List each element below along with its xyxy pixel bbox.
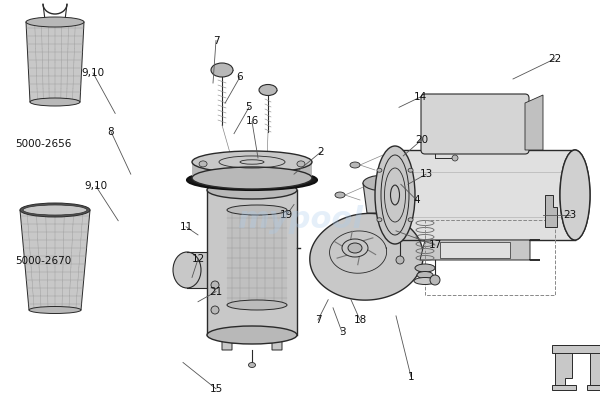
Text: 13: 13 <box>419 169 433 179</box>
Text: 17: 17 <box>428 240 442 250</box>
Polygon shape <box>363 183 407 213</box>
Ellipse shape <box>199 173 305 187</box>
Polygon shape <box>552 345 600 353</box>
Text: 18: 18 <box>353 315 367 325</box>
Ellipse shape <box>560 150 590 240</box>
Text: 3: 3 <box>338 327 346 337</box>
Ellipse shape <box>259 85 277 96</box>
Polygon shape <box>525 95 543 150</box>
Polygon shape <box>222 335 282 350</box>
Ellipse shape <box>377 168 382 172</box>
Ellipse shape <box>199 161 207 167</box>
Ellipse shape <box>30 98 80 106</box>
Polygon shape <box>425 98 525 150</box>
Ellipse shape <box>173 252 201 288</box>
Polygon shape <box>192 162 312 178</box>
Polygon shape <box>20 210 90 310</box>
Polygon shape <box>590 345 600 385</box>
Polygon shape <box>552 385 576 390</box>
Text: 1: 1 <box>407 372 415 382</box>
Text: 22: 22 <box>548 54 562 64</box>
FancyBboxPatch shape <box>421 94 529 154</box>
Text: 15: 15 <box>209 384 223 394</box>
Text: 4: 4 <box>413 196 421 205</box>
Text: 2: 2 <box>317 147 325 157</box>
Ellipse shape <box>23 205 87 215</box>
Polygon shape <box>207 190 297 335</box>
Ellipse shape <box>408 218 413 222</box>
Polygon shape <box>26 22 84 102</box>
Ellipse shape <box>348 243 362 253</box>
Ellipse shape <box>227 205 287 215</box>
Text: 8: 8 <box>107 127 115 136</box>
Polygon shape <box>545 195 557 227</box>
Ellipse shape <box>297 161 305 167</box>
Polygon shape <box>587 385 600 390</box>
Text: 20: 20 <box>415 135 428 145</box>
Text: 9,10: 9,10 <box>85 181 107 191</box>
Ellipse shape <box>342 239 368 257</box>
Text: 14: 14 <box>413 92 427 102</box>
Ellipse shape <box>408 168 413 172</box>
Ellipse shape <box>227 300 287 310</box>
Ellipse shape <box>452 155 458 161</box>
Polygon shape <box>227 210 287 305</box>
Text: 11: 11 <box>179 222 193 232</box>
Text: mypool: mypool <box>237 205 363 234</box>
Ellipse shape <box>335 192 345 198</box>
Ellipse shape <box>375 146 415 244</box>
Text: 9,10: 9,10 <box>82 68 104 78</box>
Text: 16: 16 <box>245 117 259 126</box>
Bar <box>425 220 555 295</box>
Polygon shape <box>310 213 423 300</box>
Bar <box>440 242 510 258</box>
Ellipse shape <box>192 151 312 173</box>
Polygon shape <box>187 252 207 288</box>
Ellipse shape <box>207 181 297 199</box>
Text: 23: 23 <box>563 210 577 220</box>
Text: 5000-2670: 5000-2670 <box>15 256 71 266</box>
Ellipse shape <box>211 63 233 77</box>
Ellipse shape <box>414 277 436 284</box>
Ellipse shape <box>20 203 90 217</box>
Ellipse shape <box>211 281 219 289</box>
Ellipse shape <box>248 362 256 367</box>
Text: 5: 5 <box>245 102 253 112</box>
Ellipse shape <box>211 306 219 314</box>
Ellipse shape <box>26 17 84 27</box>
Ellipse shape <box>430 275 440 285</box>
Text: 7: 7 <box>314 315 322 325</box>
Text: 12: 12 <box>191 254 205 264</box>
Text: 6: 6 <box>236 72 244 82</box>
Ellipse shape <box>363 175 407 191</box>
Text: 7: 7 <box>212 36 220 45</box>
Ellipse shape <box>396 256 404 264</box>
Ellipse shape <box>560 150 590 240</box>
Polygon shape <box>420 240 540 260</box>
Ellipse shape <box>192 167 312 189</box>
Ellipse shape <box>207 326 297 344</box>
Text: 5000-2656: 5000-2656 <box>15 139 71 149</box>
Ellipse shape <box>377 218 382 222</box>
Ellipse shape <box>187 170 317 190</box>
Ellipse shape <box>350 162 360 168</box>
Text: 19: 19 <box>280 210 293 220</box>
Polygon shape <box>555 345 572 385</box>
Polygon shape <box>395 150 575 240</box>
Text: 21: 21 <box>209 287 223 296</box>
Ellipse shape <box>417 271 433 279</box>
Ellipse shape <box>415 264 435 272</box>
Ellipse shape <box>29 307 81 313</box>
